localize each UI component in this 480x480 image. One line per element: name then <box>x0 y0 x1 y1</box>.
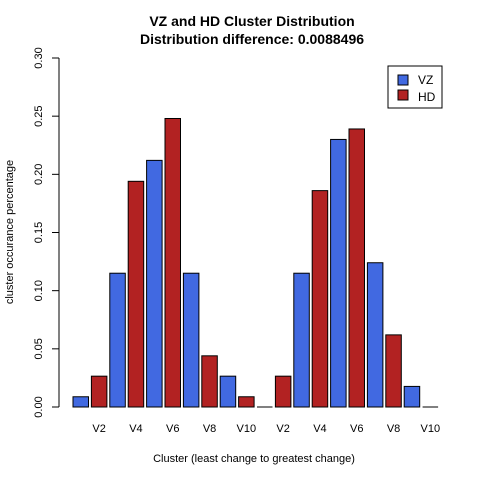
x-axis-label: Cluster (least change to greatest change… <box>153 453 355 465</box>
legend-swatch-vz <box>397 74 409 86</box>
bar-vz-v9-g1 <box>219 375 237 408</box>
chart-title: VZ and HD Cluster Distribution <box>149 13 354 29</box>
x-tick-label: V6 <box>350 423 363 435</box>
bar-vz-v1-g1 <box>72 396 89 408</box>
legend-label-hd: HD <box>418 90 436 104</box>
y-axis-label: cluster occurance percentage <box>4 160 16 304</box>
x-tick-label: V10 <box>237 423 257 435</box>
bar-hd-v4-g1 <box>127 180 145 408</box>
y-tick-label: 0.00 <box>33 396 45 417</box>
x-tick-label: V10 <box>421 423 441 435</box>
y-axis: 0.00 0.05 0.10 0.15 0.20 0.25 0.30 <box>33 47 60 418</box>
y-tick-label: 0.10 <box>33 280 45 301</box>
y-tick-label: 0.20 <box>33 164 45 185</box>
bar-hd-v8-g1 <box>201 355 218 408</box>
x-tick-label: V4 <box>313 423 326 435</box>
bar-hd-v8-g2 <box>385 334 402 408</box>
bar-hd-v4-g2 <box>311 190 329 408</box>
bar-vz-v3-g2 <box>293 272 310 408</box>
bar-vz-v5-g2 <box>330 138 347 408</box>
bar-vz-v3-g1 <box>109 272 126 408</box>
x-tick-label: V2 <box>276 423 289 435</box>
bar-hd-v10-g1 <box>238 396 255 408</box>
x-tick-label: V4 <box>129 423 142 435</box>
x-tick-label: V2 <box>92 423 105 435</box>
chart-subtitle: Distribution difference: 0.0088496 <box>140 31 364 47</box>
bar-hd-v2-g1 <box>90 375 108 408</box>
x-tick-label: V8 <box>387 423 400 435</box>
legend-label-vz: VZ <box>418 73 433 87</box>
bar-hd-v6-g1 <box>164 117 181 408</box>
y-tick-label: 0.25 <box>33 105 45 126</box>
y-tick-label: 0.05 <box>33 338 45 359</box>
bar-vz-v7-g2 <box>366 262 384 408</box>
x-axis: V2 V4 V6 V8 V10 V2 V4 V6 V8 V10 <box>92 423 440 435</box>
x-tick-label: V6 <box>166 423 179 435</box>
bar-vz-v5-g1 <box>146 159 163 408</box>
bar-hd-v2-g2 <box>274 375 292 408</box>
legend-box <box>387 65 443 109</box>
legend: VZ HD <box>387 65 443 109</box>
y-tick-label: 0.15 <box>33 222 45 243</box>
legend-swatch-hd <box>397 89 409 101</box>
bars-group <box>72 117 439 408</box>
bar-vz-v9-g2 <box>403 385 421 408</box>
y-tick-label: 0.30 <box>33 47 45 68</box>
bar-vz-v7-g1 <box>182 272 200 408</box>
x-tick-label: V8 <box>203 423 216 435</box>
bar-hd-v6-g2 <box>348 128 365 408</box>
